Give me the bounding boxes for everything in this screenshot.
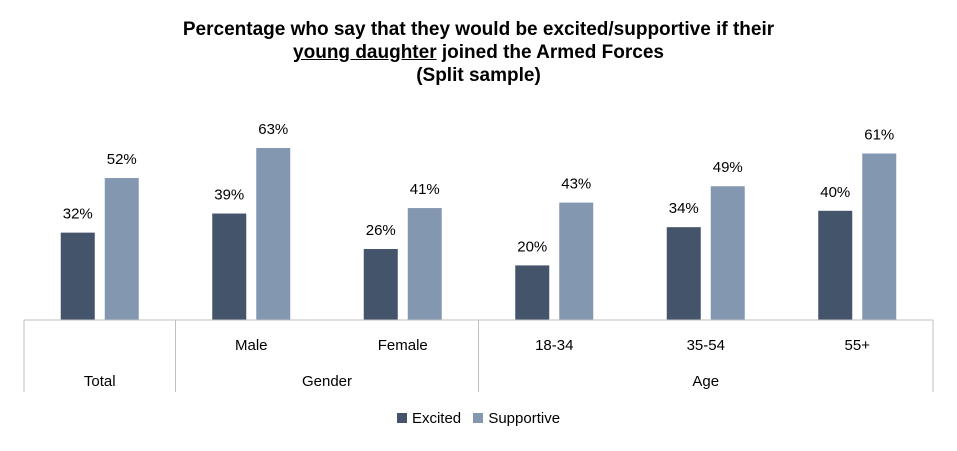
bar-supportive-5 (862, 153, 897, 320)
category-label-2: Female (378, 337, 428, 354)
data-label-supportive-3: 43% (561, 176, 591, 193)
bar-excited-4 (666, 227, 701, 320)
bar-excited-1 (212, 213, 247, 320)
data-label-excited-5: 40% (820, 184, 850, 201)
data-label-excited-3: 20% (517, 238, 547, 255)
title-line-1: Percentage who say that they would be ex… (182, 19, 775, 40)
legend-label-excited: Excited (411, 410, 462, 427)
title-line-3: (Split sample) (416, 65, 541, 86)
category-label-4: 35-54 (687, 337, 725, 354)
bar-supportive-0 (104, 178, 139, 320)
group-label-2: Age (692, 373, 719, 390)
bar-excited-0 (60, 232, 95, 320)
data-label-supportive-4: 49% (713, 159, 743, 176)
legend-label-supportive: Supportive (488, 410, 561, 427)
title-line-2: young daughter joined the Armed Forces (0, 41, 957, 64)
bar-supportive-3 (559, 202, 594, 320)
category-label-1: Male (235, 337, 268, 354)
legend: Excited Supportive (0, 410, 957, 427)
category-label-5: 55+ (845, 337, 871, 354)
bar-supportive-4 (710, 186, 745, 320)
data-label-supportive-0: 52% (107, 151, 137, 168)
bar-excited-3 (515, 265, 550, 320)
group-label-0: Total (84, 373, 116, 390)
data-label-supportive-2: 41% (410, 181, 440, 198)
data-label-supportive-5: 61% (864, 126, 894, 143)
category-label-3: 18-34 (535, 337, 573, 354)
data-label-excited-4: 34% (669, 200, 699, 217)
legend-swatch-supportive (473, 413, 484, 423)
data-label-excited-1: 39% (214, 187, 244, 204)
legend-item-supportive: Supportive (473, 410, 560, 427)
group-label-1: Gender (302, 373, 352, 390)
chart-title: Percentage who say that they would be ex… (0, 18, 957, 87)
title-underlined-text: young daughter (293, 42, 437, 63)
legend-item-excited: Excited (396, 410, 462, 427)
bar-excited-5 (818, 210, 853, 320)
bar-supportive-1 (256, 148, 291, 320)
title-line-2-rest: joined the Armed Forces (436, 42, 664, 63)
legend-swatch-excited (396, 413, 407, 423)
bar-supportive-2 (407, 208, 442, 320)
data-label-excited-2: 26% (366, 222, 396, 239)
data-label-excited-0: 32% (63, 206, 93, 223)
data-label-supportive-1: 63% (258, 121, 288, 138)
bar-excited-2 (363, 249, 398, 320)
